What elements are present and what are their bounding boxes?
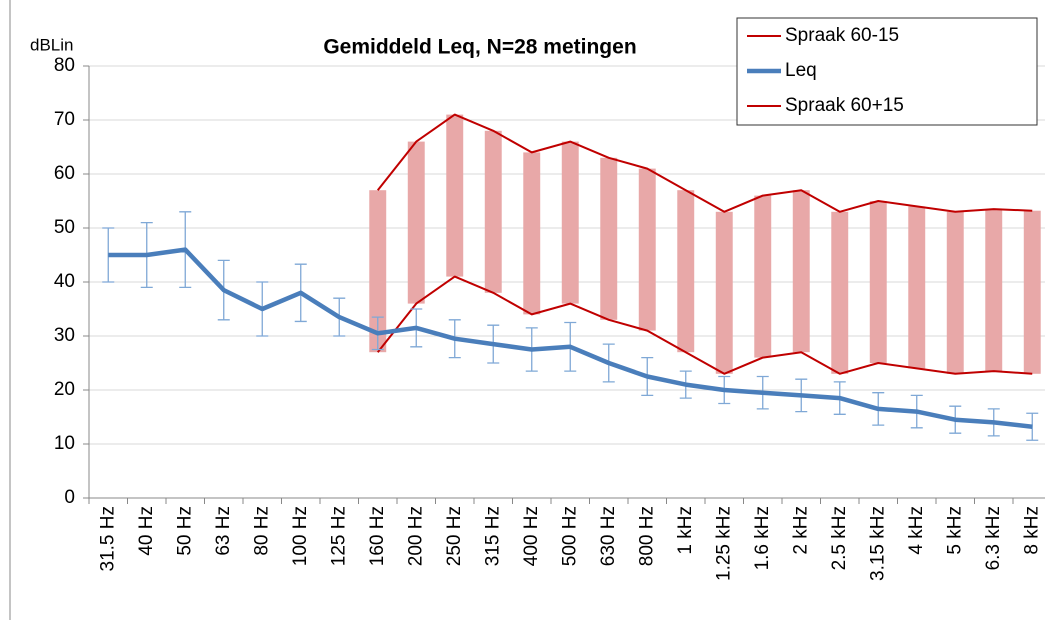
x-tick-label: 1.6 kHz	[752, 506, 773, 570]
x-tick-label: 400 Hz	[521, 506, 542, 566]
x-tick-label: 40 Hz	[136, 506, 157, 556]
legend-label: Spraak 60-15	[785, 25, 899, 46]
legend-label: Leq	[785, 60, 817, 81]
range-bar	[446, 114, 464, 277]
x-tick-label: 1 kHz	[675, 506, 696, 555]
range-bar	[715, 211, 733, 374]
y-tick-label: 60	[54, 163, 75, 184]
x-tick-label: 500 Hz	[559, 506, 580, 566]
y-tick-label: 80	[54, 55, 75, 76]
x-tick-label: 1.25 kHz	[713, 506, 734, 581]
y-tick-label: 30	[54, 325, 75, 346]
range-bar	[754, 195, 772, 358]
y-tick-label: 50	[54, 217, 75, 238]
x-tick-label: 2 kHz	[790, 506, 811, 555]
x-tick-label: 50 Hz	[174, 506, 195, 556]
x-tick-label: 5 kHz	[944, 506, 965, 555]
series-line	[376, 275, 1033, 375]
range-bar	[407, 141, 425, 304]
range-bar	[908, 206, 926, 369]
range-bar	[677, 190, 695, 353]
x-tick-label: 6.3 kHz	[983, 506, 1004, 570]
x-tick-label: 3.15 kHz	[867, 506, 888, 581]
x-tick-label: 8 kHz	[1021, 506, 1042, 555]
range-bar	[369, 190, 387, 353]
x-tick-label: 160 Hz	[367, 506, 388, 566]
y-tick-label: 20	[54, 379, 75, 400]
x-tick-label: 250 Hz	[444, 506, 465, 566]
y-tick-label: 10	[54, 433, 75, 454]
range-bar	[484, 130, 502, 293]
range-bar	[869, 201, 887, 363]
x-tick-label: 100 Hz	[290, 506, 311, 566]
range-bar	[600, 157, 618, 320]
x-tick-label: 630 Hz	[598, 506, 619, 566]
x-tick-label: 2.5 kHz	[829, 506, 850, 570]
x-tick-label: 200 Hz	[405, 506, 426, 566]
x-tick-label: 63 Hz	[213, 506, 234, 556]
y-tick-label: 40	[54, 271, 75, 292]
x-tick-label: 80 Hz	[251, 506, 272, 556]
range-bar	[946, 211, 964, 374]
x-tick-label: 800 Hz	[636, 506, 657, 566]
x-tick-label: 125 Hz	[328, 506, 349, 566]
chart-title: Gemiddeld Leq, N=28 metingen	[323, 36, 636, 59]
x-tick-label: 4 kHz	[906, 506, 927, 555]
range-bar	[638, 168, 656, 331]
range-bar	[561, 141, 579, 304]
y-tick-label: 0	[64, 487, 75, 508]
legend-box	[736, 17, 1038, 126]
range-bar	[792, 190, 810, 353]
range-bar	[831, 211, 849, 374]
x-tick-label: 315 Hz	[482, 506, 503, 566]
x-tick-label: 31.5 Hz	[97, 506, 118, 571]
y-axis-label: dBLin	[30, 35, 73, 54]
legend-label: Spraak 60+15	[785, 95, 904, 116]
range-bar	[1023, 210, 1041, 374]
range-bar	[985, 209, 1003, 372]
range-bar	[523, 152, 541, 315]
y-tick-label: 70	[54, 109, 75, 130]
series-line	[108, 247, 1033, 429]
series-line	[376, 113, 1033, 213]
